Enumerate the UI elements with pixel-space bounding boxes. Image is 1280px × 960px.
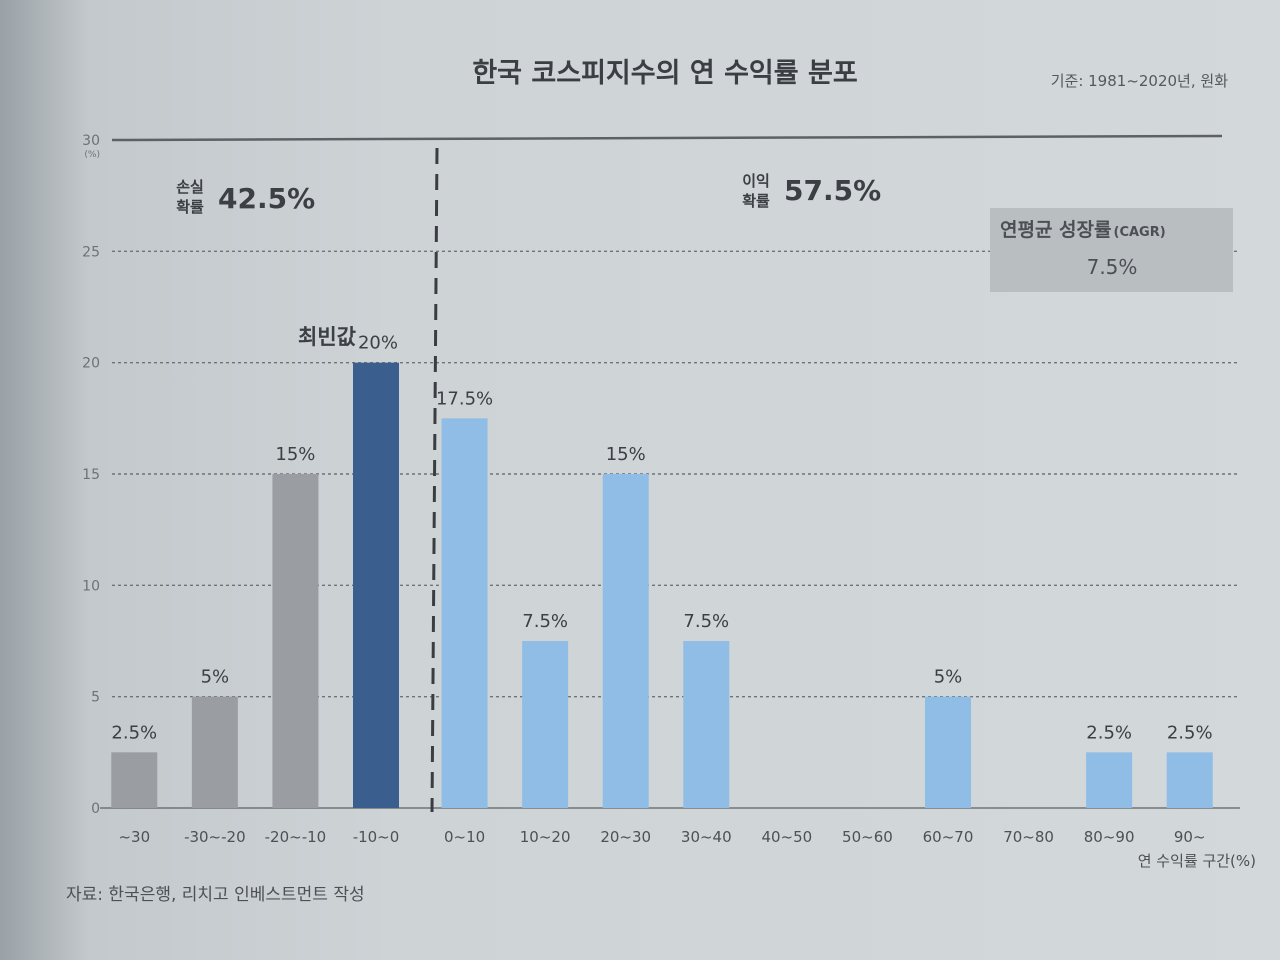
data-label: 15% <box>606 444 646 465</box>
loss-gain-divider <box>430 147 439 813</box>
y-tick-label: 20 <box>82 356 100 372</box>
bar-80~90 <box>1086 752 1133 808</box>
cagr-box <box>990 208 1233 292</box>
cagr-value: 7.5% <box>1087 255 1138 279</box>
x-tick-label: -30~-20 <box>184 828 246 846</box>
bar--10~0 <box>353 362 399 808</box>
x-tick-label: 50~60 <box>842 828 893 846</box>
loss-prob-value: 42.5% <box>218 182 315 215</box>
source-note: 자료: 한국은행, 리치고 인베스트먼트 작성 <box>66 885 365 905</box>
x-tick-label: 30~40 <box>681 828 732 846</box>
bar-60~70 <box>925 696 971 808</box>
x-axis-ticks: ~30 -30~-20 -20~-10 -10~0 0~10 10~20 20~30 30~4… <box>118 828 1205 846</box>
y-tick-label: 0 <box>91 801 100 817</box>
cagr-title: 연평균 성장률 (CAGR) <box>1000 219 1166 241</box>
bar-20~30 <box>602 474 649 808</box>
gain-prob-label-2: 확률 <box>742 192 770 210</box>
x-tick-label: 40~50 <box>761 828 812 846</box>
data-label: 7.5% <box>522 611 568 632</box>
bar-30~40 <box>683 641 730 808</box>
x-tick-label: 20~30 <box>600 828 651 846</box>
x-tick-label: ~30 <box>118 828 150 846</box>
y-tick-label: 15 <box>82 467 100 483</box>
y-tick-label: 25 <box>82 244 100 260</box>
data-label: 7.5% <box>683 611 729 632</box>
data-label: 17.5% <box>436 388 493 409</box>
loss-prob-label-2: 확률 <box>176 198 204 216</box>
x-tick-label: 10~20 <box>520 828 571 846</box>
bar-~30 <box>111 752 158 808</box>
gain-prob-label-1: 이익 <box>742 172 770 190</box>
data-label: 2.5% <box>1167 722 1213 743</box>
mode-label: 최빈값 <box>298 325 356 349</box>
chart-title: 한국 코스피지수의 연 수익률 분포 <box>472 58 857 89</box>
bars <box>111 362 1213 808</box>
x-axis-label: 연 수익률 구간(%) <box>1138 852 1256 870</box>
x-tick-label: 60~70 <box>923 828 974 846</box>
y-axis-ticks: 0 5 10 15 20 25 30(%) <box>82 133 100 817</box>
y-tick-label: 30 <box>82 133 100 149</box>
y-tick-label: 5 <box>91 690 100 706</box>
x-tick-label: 90~ <box>1174 828 1206 846</box>
x-tick-label: -10~0 <box>353 828 400 846</box>
data-label: 2.5% <box>111 722 157 743</box>
bar-90~ <box>1166 752 1213 808</box>
basis-note: 기준: 1981~2020년, 원화 <box>1051 72 1228 90</box>
gain-prob-value: 57.5% <box>784 174 881 207</box>
y-tick-label: 10 <box>82 578 100 594</box>
data-label: 5% <box>201 667 230 688</box>
x-tick-label: 0~10 <box>444 828 485 846</box>
top-gridline <box>111 134 1223 142</box>
loss-prob-label-1: 손실 <box>176 178 204 196</box>
x-tick-label: -20~-10 <box>265 828 327 846</box>
bar--30~-20 <box>191 696 238 808</box>
data-label: 5% <box>934 667 963 688</box>
data-label: 2.5% <box>1086 722 1132 743</box>
x-tick-label: 80~90 <box>1084 828 1135 846</box>
bar-0~10 <box>441 418 488 808</box>
data-label: 15% <box>275 444 315 465</box>
data-labels: 2.5% 5% 15% 20% 17.5% 7.5% 15% 7.5% 5% 2.5% 2.5% <box>111 333 1212 744</box>
bar-10~20 <box>522 641 569 808</box>
bar--20~-10 <box>272 474 319 808</box>
x-tick-label: 70~80 <box>1003 828 1054 846</box>
data-label: 20% <box>358 333 398 354</box>
y-unit-label: (%) <box>84 150 100 160</box>
